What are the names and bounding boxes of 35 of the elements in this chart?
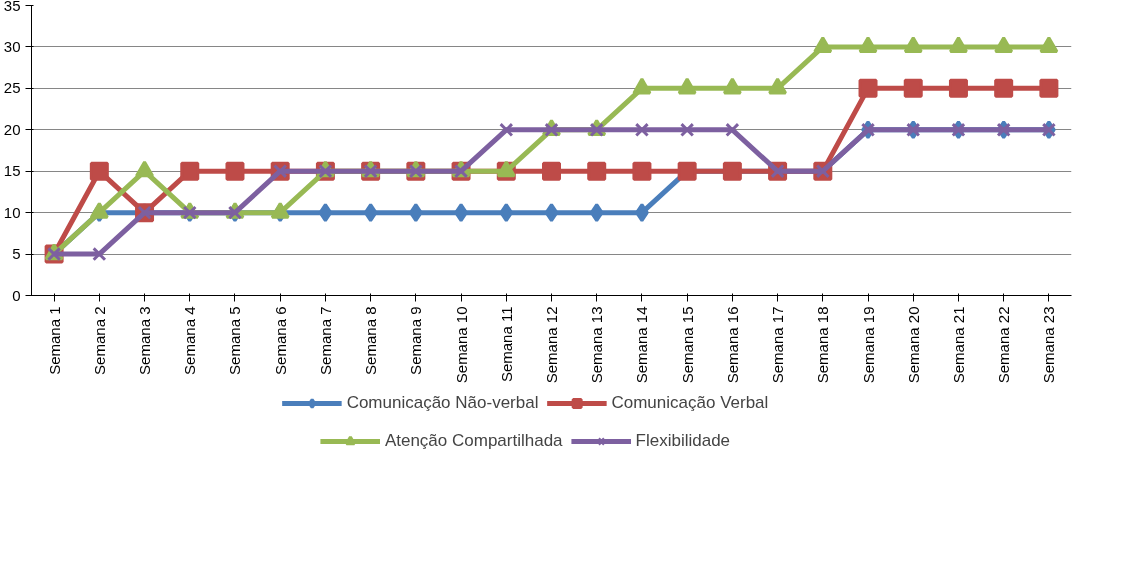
x-tick-label: Semana 1	[45, 306, 63, 375]
y-tick-label: 35	[3, 0, 21, 14]
y-tick-label: 25	[3, 79, 21, 97]
x-tick-label: Semana 15	[678, 306, 696, 384]
x-tick-label: Semana 20	[904, 306, 922, 384]
legend-label: Atenção Compartilhada	[384, 431, 563, 451]
x-tick-label: Semana 14	[633, 306, 651, 384]
x-tick-label: Semana 10	[452, 306, 470, 384]
x-tick-label: Semana 18	[814, 306, 832, 384]
legend-label: Comunicação Não-verbal	[346, 393, 539, 413]
x-tick-label: Semana 23	[1040, 306, 1058, 384]
x-tick-label: Semana 16	[723, 306, 741, 384]
y-tick-label: 10	[3, 203, 21, 221]
x-tick-label: Semana 9	[407, 306, 425, 375]
x-tick-label: Semana 11	[497, 306, 515, 383]
x-tick-label: Semana 4	[181, 306, 199, 375]
y-tick-label: 15	[3, 162, 21, 180]
x-tick-label: Semana 17	[769, 306, 787, 384]
y-tick-label: 30	[3, 37, 21, 55]
x-tick-label: Semana 19	[859, 306, 877, 384]
x-tick-label: Semana 12	[543, 306, 560, 384]
x-tick-label: Semana 21	[949, 306, 967, 384]
x-tick-label: Semana 3	[136, 306, 154, 375]
x-tick-label: Semana 2	[90, 306, 108, 375]
y-tick-label: 0	[12, 286, 21, 304]
legend-label: Flexibilidade	[635, 431, 731, 451]
x-tick-label: Semana 22	[995, 306, 1013, 384]
x-tick-label: Semana 8	[362, 306, 380, 375]
legend-label: Comunicação Verbal	[611, 393, 769, 413]
y-tick-label: 5	[12, 245, 21, 263]
x-tick-label: Semana 6	[271, 306, 289, 375]
y-tick-label: 20	[3, 120, 21, 138]
x-tick-label: Semana 13	[588, 306, 606, 384]
x-tick-label: Semana 7	[316, 306, 334, 375]
x-tick-label: Semana 5	[226, 306, 244, 375]
